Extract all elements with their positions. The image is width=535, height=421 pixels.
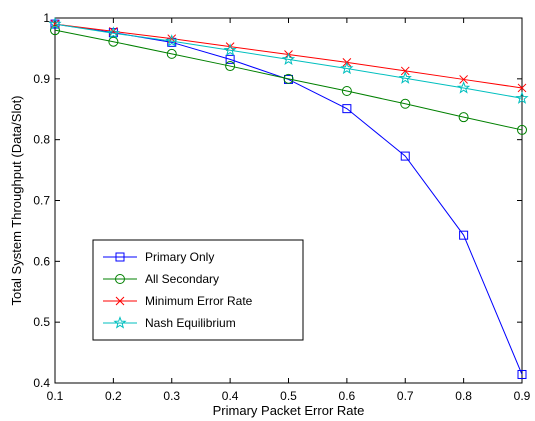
legend-label-primary-only: Primary Only [145,250,214,264]
data-point-primary-only [225,54,235,64]
data-point-minimum-error-rate [517,83,527,93]
data-point-nash-equilibrium [457,81,471,94]
y-axis-label: Total System Throughput (Data/Slot) [9,95,24,305]
series-line-nash-equilibrium [54,23,523,99]
legend-marker-minimum-error-rate [115,296,125,306]
series-nash-equilibrium [48,17,529,104]
x-tick-label: 0.5 [280,389,297,403]
x-tick-label: 0.3 [163,389,180,403]
data-point-minimum-error-rate [459,75,468,84]
y-tick-label: 0.6 [33,254,50,268]
data-point-nash-equilibrium [48,17,62,30]
data-point-nash-equilibrium [398,71,412,84]
data-point-all-secondary [517,124,527,135]
data-point-primary-only [517,369,527,379]
data-point-all-secondary [400,98,411,109]
legend-label-minimum-error-rate: Minimum Error Rate [145,294,253,308]
x-tick-label: 0.7 [397,389,414,403]
y-tick-label: 0.7 [33,194,50,208]
data-point-minimum-error-rate [225,42,235,51]
y-tick-label: 0.5 [33,315,50,329]
x-tick-label: 0.4 [222,389,239,403]
legend-label-all-secondary: All Secondary [145,272,219,286]
data-point-all-secondary [341,86,352,96]
x-tick-label: 0.9 [514,389,531,403]
data-point-primary-only [459,230,469,240]
data-point-all-secondary [50,25,60,36]
y-tick-label: 0.9 [33,72,50,86]
y-tick-label: 0.8 [33,133,50,147]
data-point-primary-only [400,151,410,161]
x-tick-label: 0.8 [455,389,472,403]
data-point-all-secondary [458,112,469,123]
data-point-all-secondary [108,36,119,47]
data-point-nash-equilibrium [281,52,296,65]
data-point-nash-equilibrium [340,61,354,75]
data-point-nash-equilibrium [106,26,120,39]
legend-marker-all-secondary [115,274,125,284]
series-layer [48,17,529,379]
data-point-nash-equilibrium [515,91,529,104]
data-point-nash-equilibrium [223,43,237,56]
data-point-nash-equilibrium [165,34,179,47]
series-line-all-secondary [54,29,523,131]
x-tick-label: 0.6 [339,389,356,403]
x-tick-label: 0.1 [47,389,64,403]
legend-marker-nash-equilibrium [113,316,127,329]
y-tick-label: 1 [43,11,50,25]
data-point-all-secondary [283,73,294,84]
x-axis-label: Primary Packet Error Rate [213,403,365,418]
data-point-all-secondary [225,61,236,72]
x-tick-label: 0.2 [105,389,122,403]
legend-label-nash-equilibrium: Nash Equilibrium [145,316,236,330]
legend: Primary Only All Secondary Minimum Error R… [92,239,304,341]
data-point-all-secondary [166,48,177,59]
legend-marker-primary-only [115,252,125,262]
series-all-secondary [50,25,527,135]
data-point-primary-only [342,104,352,114]
axis-ticks: 0.1 0.2 0.3 0.4 0.5 0.6 0.7 0.8 0.9 0.4 0.5 0.6 0.7 0… [33,11,530,403]
data-point-minimum-error-rate [400,66,410,76]
y-tick-label: 0.4 [33,376,50,390]
